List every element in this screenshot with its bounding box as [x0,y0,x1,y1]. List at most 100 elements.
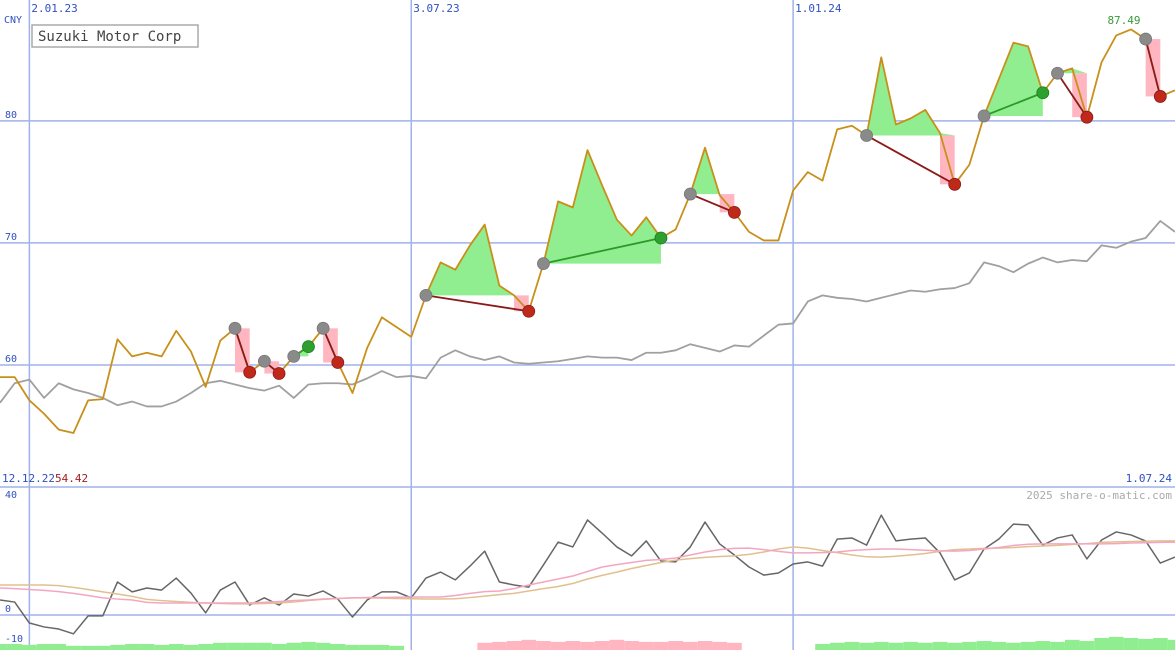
currency: CNY [4,15,22,26]
y-tick-label: 60 [5,354,17,365]
x-tick-label: 2.01.23 [31,2,77,15]
indicator-bar [976,641,992,650]
indicator-bar [139,644,155,650]
trade-link [543,237,662,265]
indicator-bar [183,644,199,650]
indicator-bar [22,644,37,650]
lines [0,28,1175,635]
series-line [0,220,1175,408]
indicator-bar [859,642,874,650]
chart-title: Suzuki Motor Corp [38,29,181,45]
trade-exit [948,177,962,191]
indicator-bar [345,644,360,650]
indicator-bar [712,641,728,650]
series-line [0,514,1175,635]
trade-link [1056,72,1088,118]
indicator-bar [80,645,96,650]
title-box [31,24,199,48]
trade-exit [272,367,286,380]
trade-exit [243,365,257,379]
indicator-bar [124,644,140,650]
indicator-bar [1108,636,1124,650]
indicator-bar [727,642,742,650]
indicator-bar [374,644,390,650]
indicator-bar [477,642,493,650]
trade-entry [860,129,873,142]
indicator-bar [565,641,581,650]
indicator-bar [580,641,595,650]
trade-gain-area [866,57,955,136]
trade-exit [654,231,668,245]
indicator-bar [1020,641,1036,650]
indicator-bar [1094,638,1109,650]
x-tick-label: 1.01.24 [795,2,842,15]
indicator-bar [873,641,889,650]
indicator-bar [51,644,67,650]
indicator-bar [1006,642,1021,650]
trade-entry [257,354,271,368]
indicator-bar [844,641,860,650]
trade-exit [1036,86,1050,100]
indicator-bar [110,644,125,650]
indicator-bar [668,641,684,650]
indicator-bar [36,644,52,650]
indicator-bar [330,644,346,650]
trade-exit [302,340,315,354]
indicator-bar [271,644,287,650]
trade-exit [522,304,536,318]
trade-gain-area [425,224,529,296]
indicator-bar [7,644,23,650]
indicator-bar [492,641,507,650]
y-tick-label: 40 [5,490,17,501]
indicator-bar [594,641,610,650]
indicator-bar [962,641,977,650]
series-line [0,540,1175,605]
indicator-bar [903,641,919,650]
indicator-bar [947,642,963,650]
indicator-bar [521,639,537,650]
series-line [0,28,1175,434]
indicator-bar [168,644,184,650]
trade-entry [419,288,433,302]
trade-link [983,91,1044,117]
indicator-bar [1153,638,1168,650]
trade-link [689,193,735,214]
trade-entry [537,257,550,271]
indicator-bar [227,642,243,650]
indicator-bar [242,642,258,650]
x-end-label: 1.07.24 [1126,472,1173,485]
trade-markers [228,32,1167,380]
indicator-bar [0,644,8,650]
series-line [0,541,1175,604]
trade-link [234,328,251,373]
low-label: 54.42 [55,472,88,485]
y-tick-label: -10 [5,634,23,645]
trade-entry [287,350,301,363]
indicator-bar [359,644,375,650]
indicator-bar [257,642,272,650]
indicator-bar [829,642,845,650]
indicator-bar [918,642,933,650]
high-label: 87.49 [1107,14,1140,27]
indicator-bar [1064,639,1080,650]
indicator-bar [389,645,404,650]
indicator-bar [1138,638,1154,650]
indicator-bar [1035,641,1051,650]
trade-link [866,134,956,186]
trade-entry [1139,32,1153,46]
indicator-bar [536,641,551,650]
indicator-bar [213,642,228,650]
x-start-label: 12.12.22 [2,472,55,485]
indicator-bar [888,642,904,650]
trade-exit [1080,110,1094,124]
indicator-bar [932,641,948,650]
indicator-bar [66,645,81,650]
y-tick-label: 80 [5,110,17,121]
indicator-bar [550,641,566,650]
indicator-bar [653,641,669,650]
x-tick-label: 3.07.23 [413,2,459,15]
indicator-bar [697,641,713,650]
